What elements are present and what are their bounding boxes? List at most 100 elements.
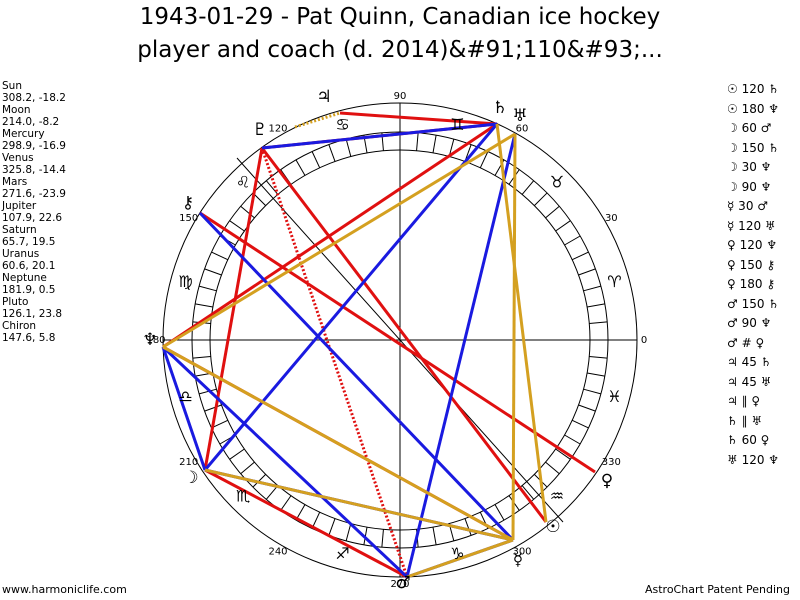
aspect-line [260, 147, 548, 523]
planet-name: Chiron [2, 320, 37, 332]
zodiac-sign: ♈ [607, 272, 621, 291]
degree-label: 240 [268, 546, 287, 557]
planet-glyph: ☉ [545, 517, 560, 537]
aspect-row: ♄ 60 ♀ [727, 433, 770, 447]
ring-tick [280, 495, 292, 511]
ring-tick [240, 461, 255, 475]
aspect-line [162, 345, 514, 542]
degree-label: 30 [605, 213, 618, 224]
ring-tick [583, 285, 602, 292]
footer-right: AstroChart Patent Pending [644, 583, 790, 596]
planet-name: Saturn [2, 224, 37, 236]
aspect-row: ♃ 45 ♄ [727, 355, 772, 369]
ring-tick [583, 388, 602, 395]
ring-tick [545, 205, 560, 219]
positions-list: Sun 308.2, -18.2 Moon 214.0, -8.2 Mercury 298… [2, 80, 66, 344]
ring-tick [564, 434, 581, 445]
degree-label: 60 [516, 124, 529, 135]
planet-glyph: ⚷ [182, 193, 194, 213]
zodiac-sign: ♎ [178, 387, 192, 406]
zodiac-sign: ♑ [450, 544, 464, 563]
aspect-row: ☿ 30 ♂ [727, 199, 769, 213]
aspect-row: ♃ 45 ♅ [727, 374, 772, 389]
aspects-list: ☉ 120 ♄ ☉ 180 ♆ ☽ 60 ♂ ☽ 150 ♄ ☽ 30 ♆ ☽ 90 ♆ ☿… [727, 80, 779, 470]
planet-position: 271.6, -23.9 [2, 188, 66, 200]
ring-tick [589, 321, 608, 324]
zodiac-sign: ♓ [607, 387, 621, 406]
planet-position: 298.9, -16.9 [2, 140, 66, 152]
aspect-row: ☉ 180 ♆ [727, 101, 780, 116]
ring-tick [416, 132, 419, 151]
ring-tick [578, 404, 596, 412]
ring-tick [345, 138, 352, 157]
planet-glyph: ♄ [492, 98, 507, 118]
degree-label: 210 [179, 457, 198, 468]
ring-tick [229, 220, 245, 232]
planet-name: Pluto [2, 296, 29, 308]
degree-label: 270 [390, 579, 409, 590]
ring-tick [198, 388, 217, 395]
planet-glyph: ♀ [601, 471, 613, 491]
ring-tick [479, 151, 489, 169]
ring-tick [311, 151, 321, 169]
footer-left: www.harmoniclife.com [2, 583, 127, 596]
aspect-row: ♀ 150 ⚷ [727, 257, 776, 272]
ring-tick [229, 448, 245, 460]
planet-name: Moon [2, 104, 31, 116]
ring-tick [571, 251, 589, 261]
degree-label: 120 [268, 124, 287, 135]
planet-position: 325.8, -14.4 [2, 164, 66, 176]
degree-label: 330 [602, 457, 621, 468]
planet-position: 65.7, 19.5 [2, 236, 56, 248]
zodiac-sign: ♒ [550, 486, 564, 505]
aspect-line [406, 538, 514, 579]
planet-glyph: ♇ [252, 120, 267, 140]
ring-tick [252, 473, 267, 488]
aspect-row: ☉ 120 ♄ [727, 82, 780, 96]
aspect-line [511, 133, 517, 541]
planet-position: 147.6, 5.8 [2, 332, 56, 344]
aspect-line [162, 132, 516, 349]
planet-position: 60.6, 20.1 [2, 260, 56, 272]
ring-tick [192, 356, 211, 359]
aspect-row: ♂ 90 ♆ [727, 316, 772, 330]
planet-name: Mercury [2, 128, 45, 140]
ring-tick [265, 180, 279, 195]
zodiac-sign: ♌ [236, 173, 250, 192]
aspect-line [198, 211, 515, 542]
ring-tick [328, 144, 336, 162]
aspect-row: ♃ ∥ ♀ [727, 394, 761, 408]
ring-tick [432, 527, 437, 545]
aspect-line [294, 111, 341, 129]
planet-glyph: ☽ [183, 468, 198, 488]
degree-label: 150 [179, 213, 198, 224]
planet-name: Sun [2, 80, 22, 92]
aspect-lines [161, 111, 596, 579]
aspect-row: ☿ 120 ♅ [727, 218, 776, 233]
aspect-line [260, 147, 409, 578]
wheel-labels: 0 30 60 90 120 150 180 210 240 270 300 330 ♈ ♉ ♊ ♋ ♌ ♍ ♎ ♏ ♐… [142, 87, 647, 593]
aspect-line [161, 345, 409, 579]
title-line: player and coach (d. 2014)&#91;110&#93;.… [137, 37, 663, 63]
degree-label: 0 [641, 335, 647, 346]
aspect-line [203, 123, 499, 471]
zodiac-sign: ♐ [335, 544, 349, 563]
aspect-row: ♀ 120 ♆ [727, 238, 778, 252]
planet-glyph: ♃ [316, 87, 331, 107]
planet-position: 107.9, 22.6 [2, 212, 63, 224]
aspect-line [203, 147, 264, 471]
ring-tick [521, 180, 535, 195]
planet-glyph: ♂ [395, 573, 410, 593]
ring-tick [328, 518, 336, 536]
zodiac-sign: ♋ [335, 115, 349, 134]
axes [163, 103, 637, 577]
aspect-line [162, 122, 498, 349]
aspect-row: ☽ 90 ♆ [727, 179, 772, 194]
ring-tick [211, 419, 229, 429]
ring-tick [564, 235, 581, 246]
aspect-row: ☽ 30 ♆ [727, 160, 772, 174]
zodiac-sign: ♉ [550, 173, 564, 192]
aspect-line [199, 211, 596, 474]
zodiac-sign: ♏ [236, 486, 250, 505]
